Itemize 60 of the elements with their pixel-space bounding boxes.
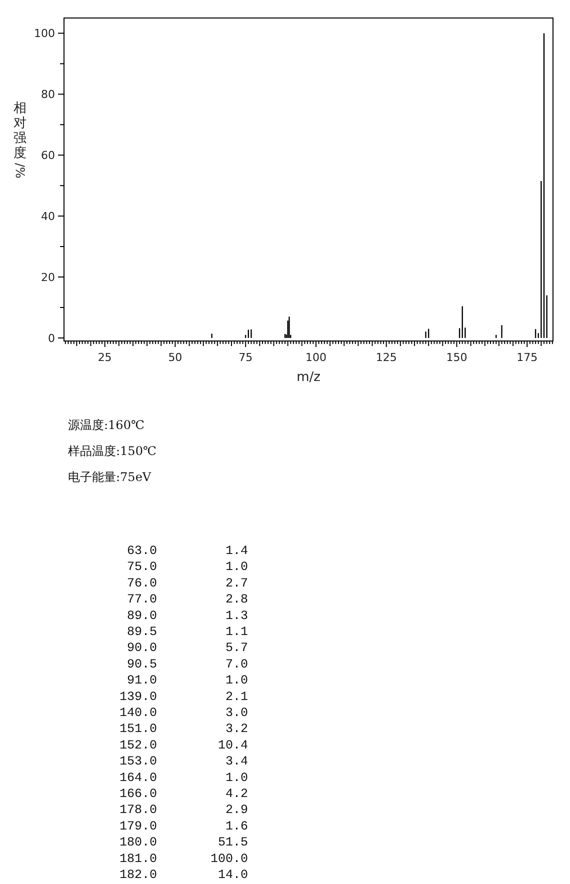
text: 10.4 — [218, 738, 248, 752]
category-label: 90.0 — [126, 641, 157, 656]
category-label: 182.0 — [119, 868, 157, 882]
category-label: 91.0 — [126, 674, 157, 688]
text: 2.1 — [225, 690, 248, 704]
category-label: 139.0 — [119, 690, 157, 704]
text: 1.0 — [225, 674, 248, 688]
text: 5.7 — [225, 641, 248, 656]
x-axis-title: m/z — [296, 370, 321, 385]
category-label: 89.5 — [126, 625, 157, 639]
y-tick-label: 40 — [41, 210, 55, 224]
category-label: 179.0 — [119, 819, 157, 834]
text: 1.0 — [225, 770, 248, 785]
text: 1.6 — [225, 819, 248, 834]
text: 电子能量:75eV — [68, 470, 152, 484]
category-label: 75.0 — [126, 560, 157, 574]
text: 3.4 — [225, 754, 248, 769]
category-label: 90.5 — [126, 657, 157, 672]
category-label: 89.0 — [126, 608, 157, 623]
category-label: 76.0 — [126, 576, 157, 590]
category-label: 164.0 — [119, 770, 157, 785]
text: 源温度:160℃ — [68, 418, 144, 432]
y-tick-label: 20 — [41, 271, 55, 284]
text: 2.8 — [225, 592, 248, 607]
category-label: 77.0 — [126, 592, 157, 607]
y-tick-label: 60 — [41, 149, 55, 162]
text: 100.0 — [210, 852, 248, 866]
text: 1.0 — [225, 560, 248, 574]
category-label: 63.0 — [126, 544, 157, 558]
x-tick-label: 50 — [168, 351, 182, 364]
category-label: 178.0 — [119, 803, 157, 818]
y-tick-label: 80 — [41, 88, 55, 102]
y-axis-title: 相对强度/% — [13, 101, 27, 178]
text: 7.0 — [225, 657, 248, 672]
text: 1.1 — [225, 625, 248, 639]
text: 2.9 — [225, 803, 248, 818]
x-tick-label: 175 — [516, 351, 538, 364]
category-label: 181.0 — [119, 852, 157, 866]
y-tick-label: 0 — [48, 332, 55, 345]
category-label: 152.0 — [119, 738, 157, 752]
text: 14.0 — [218, 868, 248, 882]
text: 样品温度:150℃ — [68, 444, 156, 458]
text: 51.5 — [218, 836, 248, 850]
category-label: 140.0 — [119, 706, 157, 720]
x-tick-label: 75 — [238, 351, 253, 364]
text: 3.0 — [225, 706, 248, 720]
category-label: 166.0 — [119, 787, 157, 801]
category-label: 153.0 — [119, 754, 157, 769]
x-tick-label: 150 — [446, 351, 468, 364]
text: 1.3 — [225, 608, 248, 623]
text: 4.2 — [225, 787, 248, 801]
text: 1.4 — [225, 544, 248, 558]
x-tick-label: 100 — [305, 351, 326, 364]
text: 3.2 — [225, 722, 248, 736]
x-tick-label: 25 — [98, 351, 112, 364]
text: 2.7 — [225, 576, 248, 590]
x-tick-label: 125 — [376, 351, 397, 364]
y-tick-label: 100 — [34, 27, 55, 40]
category-label: 151.0 — [119, 722, 157, 736]
category-label: 180.0 — [119, 836, 157, 850]
